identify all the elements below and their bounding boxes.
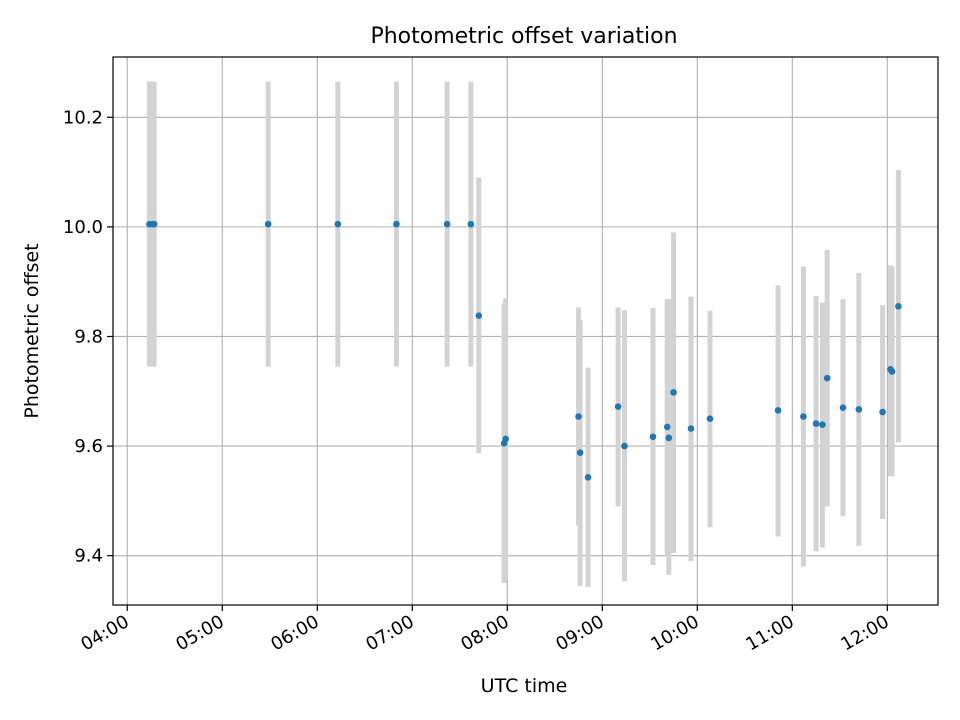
y-tick-label: 10.0 [63, 217, 103, 238]
data-point [443, 220, 451, 228]
grid-lines [113, 57, 938, 605]
data-point [879, 408, 886, 416]
y-axis-ticks: 9.4 9.6 9.8 10.0 10.2 [63, 107, 113, 567]
data-point [812, 420, 820, 427]
data-point [800, 413, 807, 420]
data-point [665, 434, 673, 442]
y-tick-label: 9.4 [74, 546, 103, 567]
data-point [687, 425, 695, 432]
data-point [888, 368, 896, 375]
data-point [467, 220, 475, 228]
data-point [649, 433, 657, 441]
data-point [614, 403, 622, 410]
data-point [839, 404, 847, 412]
data-point [475, 312, 483, 319]
plot-frame [112, 56, 939, 606]
data-point [823, 374, 831, 382]
y-tick-label: 9.8 [74, 326, 103, 347]
data-point [334, 220, 342, 228]
y-tick-label: 10.2 [63, 107, 103, 128]
data-point [584, 474, 592, 481]
data-point [576, 449, 584, 456]
data-point [819, 421, 826, 429]
chart-title: Photometric offset variation [370, 24, 677, 49]
y-axis-label: Photometric offset [21, 243, 43, 418]
data-point [663, 423, 671, 431]
data-point [895, 303, 902, 310]
data-point [621, 442, 628, 450]
data-points [146, 220, 902, 481]
data-point [706, 415, 714, 422]
data-point [150, 220, 158, 228]
data-point [774, 407, 782, 414]
data-point [502, 435, 510, 443]
data-point [855, 406, 863, 413]
data-point [575, 413, 582, 420]
x-axis-label: UTC time [481, 675, 568, 697]
y-tick-label: 9.6 [74, 436, 103, 457]
data-point [670, 389, 677, 396]
data-point [393, 220, 400, 228]
data-point [264, 220, 272, 228]
